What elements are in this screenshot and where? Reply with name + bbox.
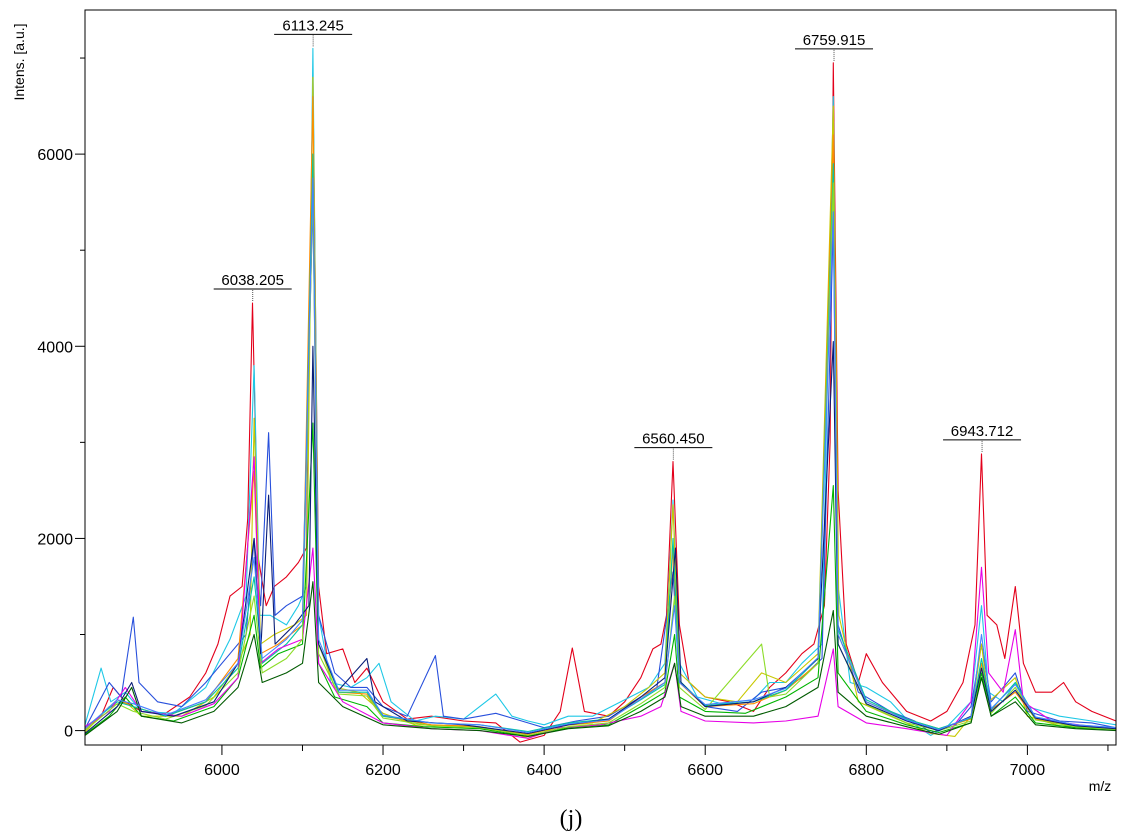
peak-mz-value: 6113.245 [282,17,343,34]
spectrum-trace-10 [85,340,1116,735]
peak-label: 6560.450 [634,431,713,460]
peak-label: 6038.205 [213,272,292,302]
x-tick-label: 6400 [526,762,562,779]
spectrum-trace-6 [85,422,1116,737]
series-layer [85,47,1116,743]
x-tick-label: 6200 [365,762,401,779]
y-tick-label: 4000 [37,339,73,356]
peak-mz-value: 6759.915 [803,32,866,49]
y-axis-ticks: 0 2000 4000 6000 [37,57,85,741]
spectrum-trace-3 [85,201,1116,734]
spectrum-trace-12 [85,177,1116,734]
spectrum-trace-4 [85,76,1116,739]
peak-mz-value: 6038.205 [221,272,284,289]
peak-label: 6113.245 [274,17,353,47]
y-tick-label: 0 [64,724,73,741]
peak-label: 6943.712 [943,423,1022,452]
y-tick-label: 2000 [37,531,73,548]
peak-label-layer: 6038.205 6113.245 6560.450 6759.915 6943.712 [213,17,1022,460]
x-axis-title: m/z [1089,778,1112,794]
x-tick-label: 6800 [849,762,885,779]
x-tick-label: 6600 [687,762,723,779]
panel-label: (j) [560,806,583,832]
plot-frame [84,9,1117,746]
spectrum-trace-8 [85,456,1116,739]
y-tick-label: 6000 [37,147,73,164]
x-axis-ticks: 6000 6200 6400 6600 6800 7000 [140,745,1109,779]
y-axis-title: Intens. [a.u.] [11,23,27,100]
x-tick-label: 6000 [204,762,240,779]
peak-mz-value: 6943.712 [951,423,1014,440]
peak-mz-value: 6560.450 [642,431,705,448]
x-tick-label: 7000 [1010,762,1046,779]
peak-label: 6759.915 [795,32,874,61]
spectrum-trace-11 [85,581,1116,737]
spectrum-trace-9 [85,182,1116,736]
